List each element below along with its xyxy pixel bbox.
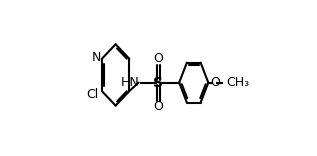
- Text: Cl: Cl: [87, 88, 99, 101]
- Text: O: O: [210, 76, 220, 89]
- Text: N: N: [92, 51, 101, 64]
- Text: S: S: [153, 76, 164, 90]
- Text: HN: HN: [121, 76, 140, 89]
- Text: O: O: [153, 52, 164, 65]
- Text: CH₃: CH₃: [227, 76, 250, 89]
- Text: O: O: [153, 100, 164, 113]
